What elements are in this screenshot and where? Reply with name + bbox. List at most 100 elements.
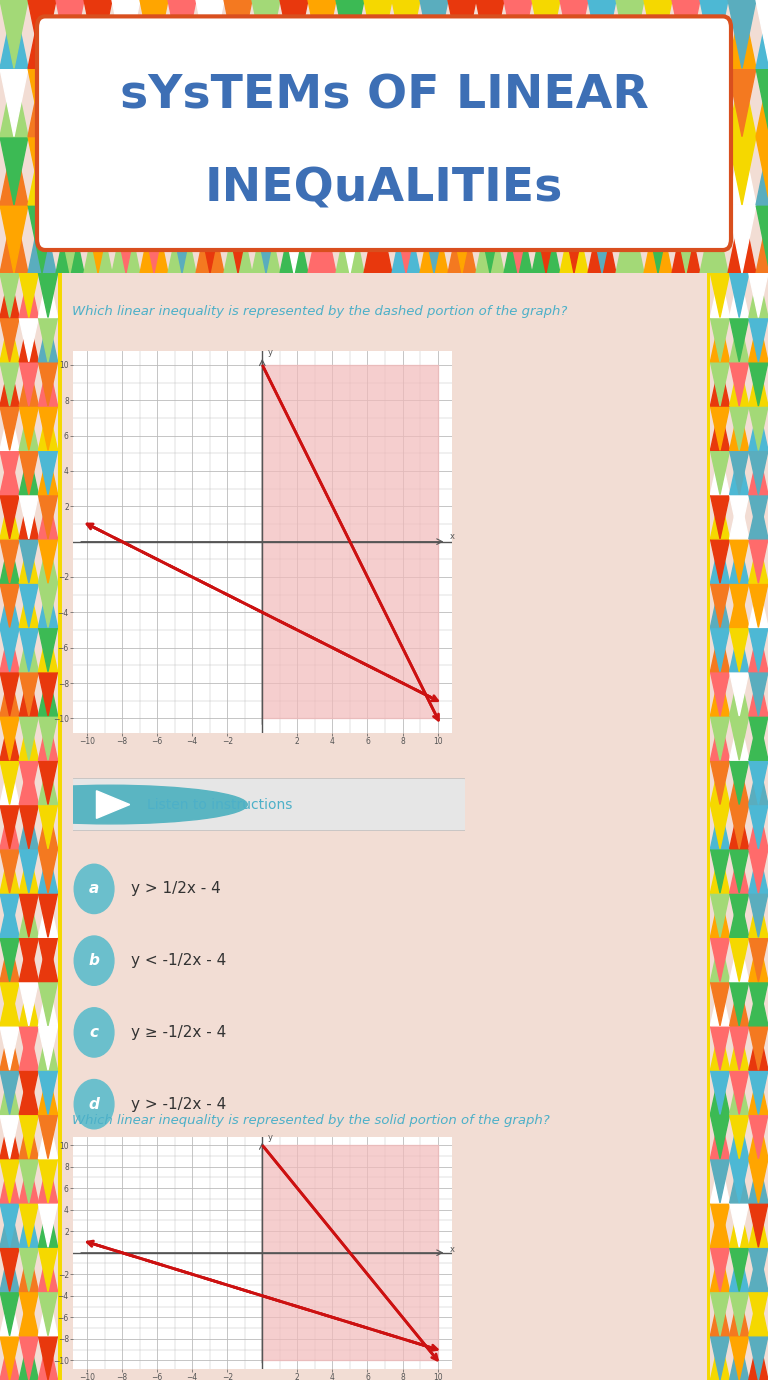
Polygon shape [0,68,28,137]
Polygon shape [672,206,700,273]
Polygon shape [168,68,196,137]
Polygon shape [0,1070,19,1115]
Circle shape [74,936,114,985]
Polygon shape [224,137,252,206]
Polygon shape [56,137,84,206]
Polygon shape [749,805,768,849]
Polygon shape [710,1115,730,1159]
Polygon shape [730,805,749,849]
Polygon shape [19,406,38,450]
Polygon shape [280,68,308,137]
Polygon shape [252,0,280,68]
Text: y ≥ -1/2x - 4: y ≥ -1/2x - 4 [131,1025,226,1041]
Polygon shape [112,206,140,273]
Polygon shape [504,0,532,68]
Polygon shape [196,0,224,68]
Polygon shape [730,672,749,716]
Polygon shape [112,0,140,68]
Polygon shape [38,1025,58,1070]
Polygon shape [749,1203,768,1248]
Polygon shape [504,137,532,206]
Polygon shape [38,317,58,362]
Polygon shape [38,584,58,628]
Polygon shape [0,672,19,716]
Polygon shape [38,893,58,937]
Polygon shape [730,1292,749,1336]
Polygon shape [749,1025,768,1070]
Text: a: a [89,882,99,897]
Polygon shape [588,137,616,206]
Polygon shape [252,206,280,273]
Polygon shape [749,981,768,1025]
Polygon shape [0,628,19,672]
Circle shape [0,785,247,824]
Polygon shape [0,1248,19,1292]
Polygon shape [710,937,730,981]
Polygon shape [616,206,644,273]
Polygon shape [616,68,644,137]
Polygon shape [730,538,749,584]
Polygon shape [672,0,700,68]
Polygon shape [710,893,730,937]
Polygon shape [19,760,38,805]
Polygon shape [644,68,672,137]
Polygon shape [19,317,38,362]
Polygon shape [19,716,38,760]
Polygon shape [38,538,58,584]
Polygon shape [0,1203,19,1248]
Polygon shape [0,68,28,137]
Polygon shape [140,206,168,273]
Polygon shape [38,628,58,672]
Polygon shape [730,1336,749,1380]
Polygon shape [710,450,730,494]
Polygon shape [710,628,730,672]
Polygon shape [588,206,616,273]
Polygon shape [616,68,644,137]
Polygon shape [336,137,364,206]
Polygon shape [38,494,58,538]
Polygon shape [710,1115,730,1159]
Polygon shape [38,760,58,805]
Polygon shape [588,137,616,206]
Polygon shape [0,716,19,760]
Polygon shape [730,1159,749,1203]
Polygon shape [140,68,168,137]
Polygon shape [588,206,616,273]
Polygon shape [710,1248,730,1292]
Polygon shape [19,362,38,406]
Polygon shape [644,68,672,137]
Polygon shape [700,68,728,137]
Polygon shape [38,450,58,494]
Polygon shape [38,1159,58,1203]
Polygon shape [420,137,448,206]
Polygon shape [38,1070,58,1115]
Polygon shape [730,805,749,849]
Polygon shape [504,68,532,137]
Polygon shape [756,68,768,137]
Polygon shape [0,760,19,805]
Polygon shape [420,137,448,206]
Polygon shape [448,137,476,206]
Polygon shape [448,206,476,273]
Polygon shape [280,206,308,273]
Polygon shape [38,1292,58,1336]
Polygon shape [19,1203,38,1248]
Polygon shape [420,206,448,273]
Polygon shape [749,1070,768,1115]
Polygon shape [19,1336,38,1380]
Polygon shape [730,1292,749,1336]
Polygon shape [224,137,252,206]
Polygon shape [0,716,19,760]
Polygon shape [749,1115,768,1159]
Polygon shape [710,538,730,584]
Polygon shape [730,849,749,893]
Polygon shape [730,760,749,805]
Polygon shape [56,206,84,273]
Text: b: b [88,954,100,969]
Polygon shape [19,494,38,538]
Polygon shape [730,1025,749,1070]
Polygon shape [19,317,38,362]
Polygon shape [0,1070,19,1115]
Polygon shape [728,0,756,68]
Polygon shape [84,0,112,68]
